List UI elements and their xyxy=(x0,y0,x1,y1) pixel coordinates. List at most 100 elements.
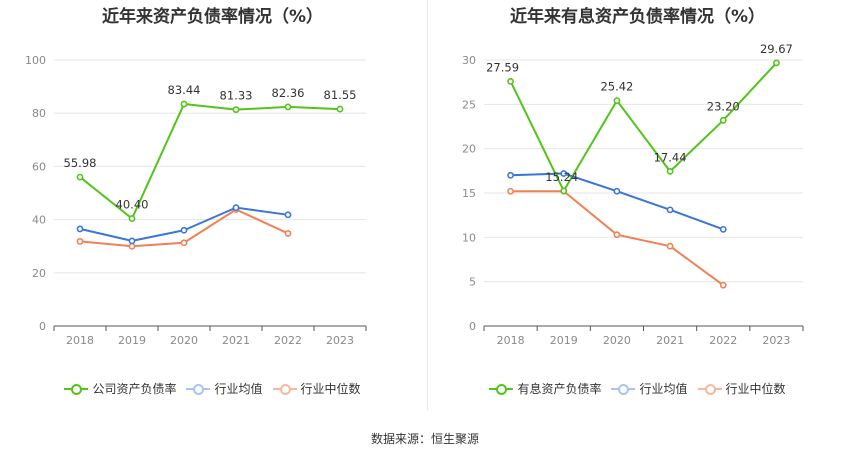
panel-divider xyxy=(427,0,428,410)
legend-item-company[interactable]: 有息资产负债率 xyxy=(489,380,601,397)
x-tick-label: 2020 xyxy=(603,334,631,347)
legend: 公司资产负债率 行业均值 行业中位数 xyxy=(0,380,425,397)
data-point xyxy=(507,187,514,195)
y-tick-label: 10 xyxy=(462,231,476,244)
data-point xyxy=(719,225,727,233)
y-tick-label: 0 xyxy=(469,320,476,333)
legend-label: 公司资产负债率 xyxy=(92,382,177,396)
chart-title: 近年来有息资产负债率情况（%） xyxy=(509,7,766,27)
legend-item-industry-mean[interactable]: 行业均值 xyxy=(186,380,263,397)
y-tick-label: 40 xyxy=(32,214,46,227)
series-line xyxy=(79,103,341,220)
legend: 有息资产负债率 行业均值 行业中位数 xyxy=(425,380,850,397)
y-tick-label: 20 xyxy=(32,267,46,280)
data-point xyxy=(232,106,240,114)
legend-label: 有息资产负债率 xyxy=(517,382,602,396)
x-tick-label: 2018 xyxy=(66,334,94,347)
series-line xyxy=(510,190,724,287)
legend-marker-icon xyxy=(272,383,297,395)
data-point xyxy=(507,77,514,85)
left-chart-panel: 近年来资产负债率情况（%） 0 20 40 60 80 100 2018 2019 2020 20… xyxy=(0,0,425,420)
legend-label: 行业中位数 xyxy=(300,382,361,396)
data-point xyxy=(284,103,292,111)
legend-item-industry-median[interactable]: 行业中位数 xyxy=(272,380,361,397)
data-label: 27.59 xyxy=(486,60,519,74)
legend-marker-icon xyxy=(64,383,89,395)
legend-marker-icon xyxy=(611,383,636,395)
data-point xyxy=(507,171,514,179)
data-point xyxy=(180,100,188,108)
x-tick-label: 2023 xyxy=(762,334,790,347)
legend-marker-icon xyxy=(489,383,514,395)
x-tick-label: 2021 xyxy=(656,334,684,347)
data-label: 55.98 xyxy=(64,156,97,170)
x-tick-label: 2020 xyxy=(170,334,198,347)
data-point xyxy=(128,237,136,245)
data-point xyxy=(666,167,674,175)
x-tick-label: 2019 xyxy=(550,334,578,347)
data-point xyxy=(613,187,621,195)
data-label: 17.44 xyxy=(654,150,687,164)
x-tick-label: 2022 xyxy=(274,334,302,347)
data-point xyxy=(719,281,727,289)
legend-item-industry-median[interactable]: 行业中位数 xyxy=(697,380,786,397)
data-point xyxy=(180,226,188,234)
data-label: 81.33 xyxy=(220,89,253,103)
data-point xyxy=(666,206,674,214)
data-source: 数据来源：恒生聚源 xyxy=(370,432,479,446)
series-line xyxy=(510,172,724,231)
y-tick-label: 25 xyxy=(462,98,476,111)
data-point xyxy=(128,215,136,222)
x-tick-label: 2019 xyxy=(118,334,146,347)
series-line xyxy=(509,62,778,192)
right-chart-panel: 近年来有息资产负债率情况（%） 0 5 10 15 20 25 30 2018 2019 2020… xyxy=(425,0,850,420)
data-label: 25.42 xyxy=(600,80,633,94)
legend-item-industry-mean[interactable]: 行业均值 xyxy=(611,380,688,397)
data-point xyxy=(560,187,568,195)
chart-title: 近年来资产负债率情况（%） xyxy=(101,7,324,27)
legend-label: 行业均值 xyxy=(214,382,263,396)
data-point xyxy=(666,242,674,250)
interest-bearing-debt-ratio-chart: 0 5 10 15 20 25 30 2018 2019 2020 2021 2022 2023 27.5… xyxy=(462,42,804,347)
y-tick-label: 20 xyxy=(462,143,476,156)
data-label: 81.55 xyxy=(324,88,357,102)
data-label: 82.36 xyxy=(272,86,305,100)
y-tick-label: 80 xyxy=(32,107,46,120)
series-line xyxy=(79,206,289,242)
legend-label: 行业中位数 xyxy=(725,382,786,396)
data-label: 83.44 xyxy=(168,83,201,97)
y-tick-label: 30 xyxy=(462,54,476,67)
debt-ratio-chart: 0 20 40 60 80 100 2018 2019 2020 2021 2022 2023 55.9… xyxy=(25,54,367,347)
data-point xyxy=(284,230,292,237)
x-tick-label: 2022 xyxy=(709,334,737,347)
data-point xyxy=(719,116,727,124)
data-point xyxy=(284,211,292,219)
data-point xyxy=(560,170,568,177)
y-tick-label: 100 xyxy=(25,54,46,67)
data-label: 29.67 xyxy=(760,42,793,56)
x-tick-label: 2018 xyxy=(497,334,525,347)
legend-marker-icon xyxy=(697,383,722,395)
data-point xyxy=(232,204,240,212)
x-tick-label: 2021 xyxy=(222,334,250,347)
x-tick-label: 2023 xyxy=(326,334,354,347)
data-point xyxy=(336,105,344,113)
data-point xyxy=(773,59,780,67)
legend-marker-icon xyxy=(186,383,211,395)
data-label: 23.20 xyxy=(707,99,740,113)
data-point xyxy=(180,239,188,247)
legend-label: 行业均值 xyxy=(639,382,688,396)
y-tick-label: 0 xyxy=(39,320,46,333)
data-label: 40.40 xyxy=(116,198,149,212)
data-point xyxy=(128,242,136,250)
y-tick-label: 15 xyxy=(462,187,476,200)
data-point xyxy=(613,97,621,105)
y-tick-label: 60 xyxy=(32,160,46,173)
legend-item-company[interactable]: 公司资产负债率 xyxy=(64,380,176,397)
data-point xyxy=(76,173,84,181)
data-point xyxy=(76,238,84,245)
data-label: 15.24 xyxy=(545,170,578,184)
y-tick-label: 5 xyxy=(469,276,476,289)
data-point xyxy=(76,225,84,233)
data-point xyxy=(613,231,621,239)
